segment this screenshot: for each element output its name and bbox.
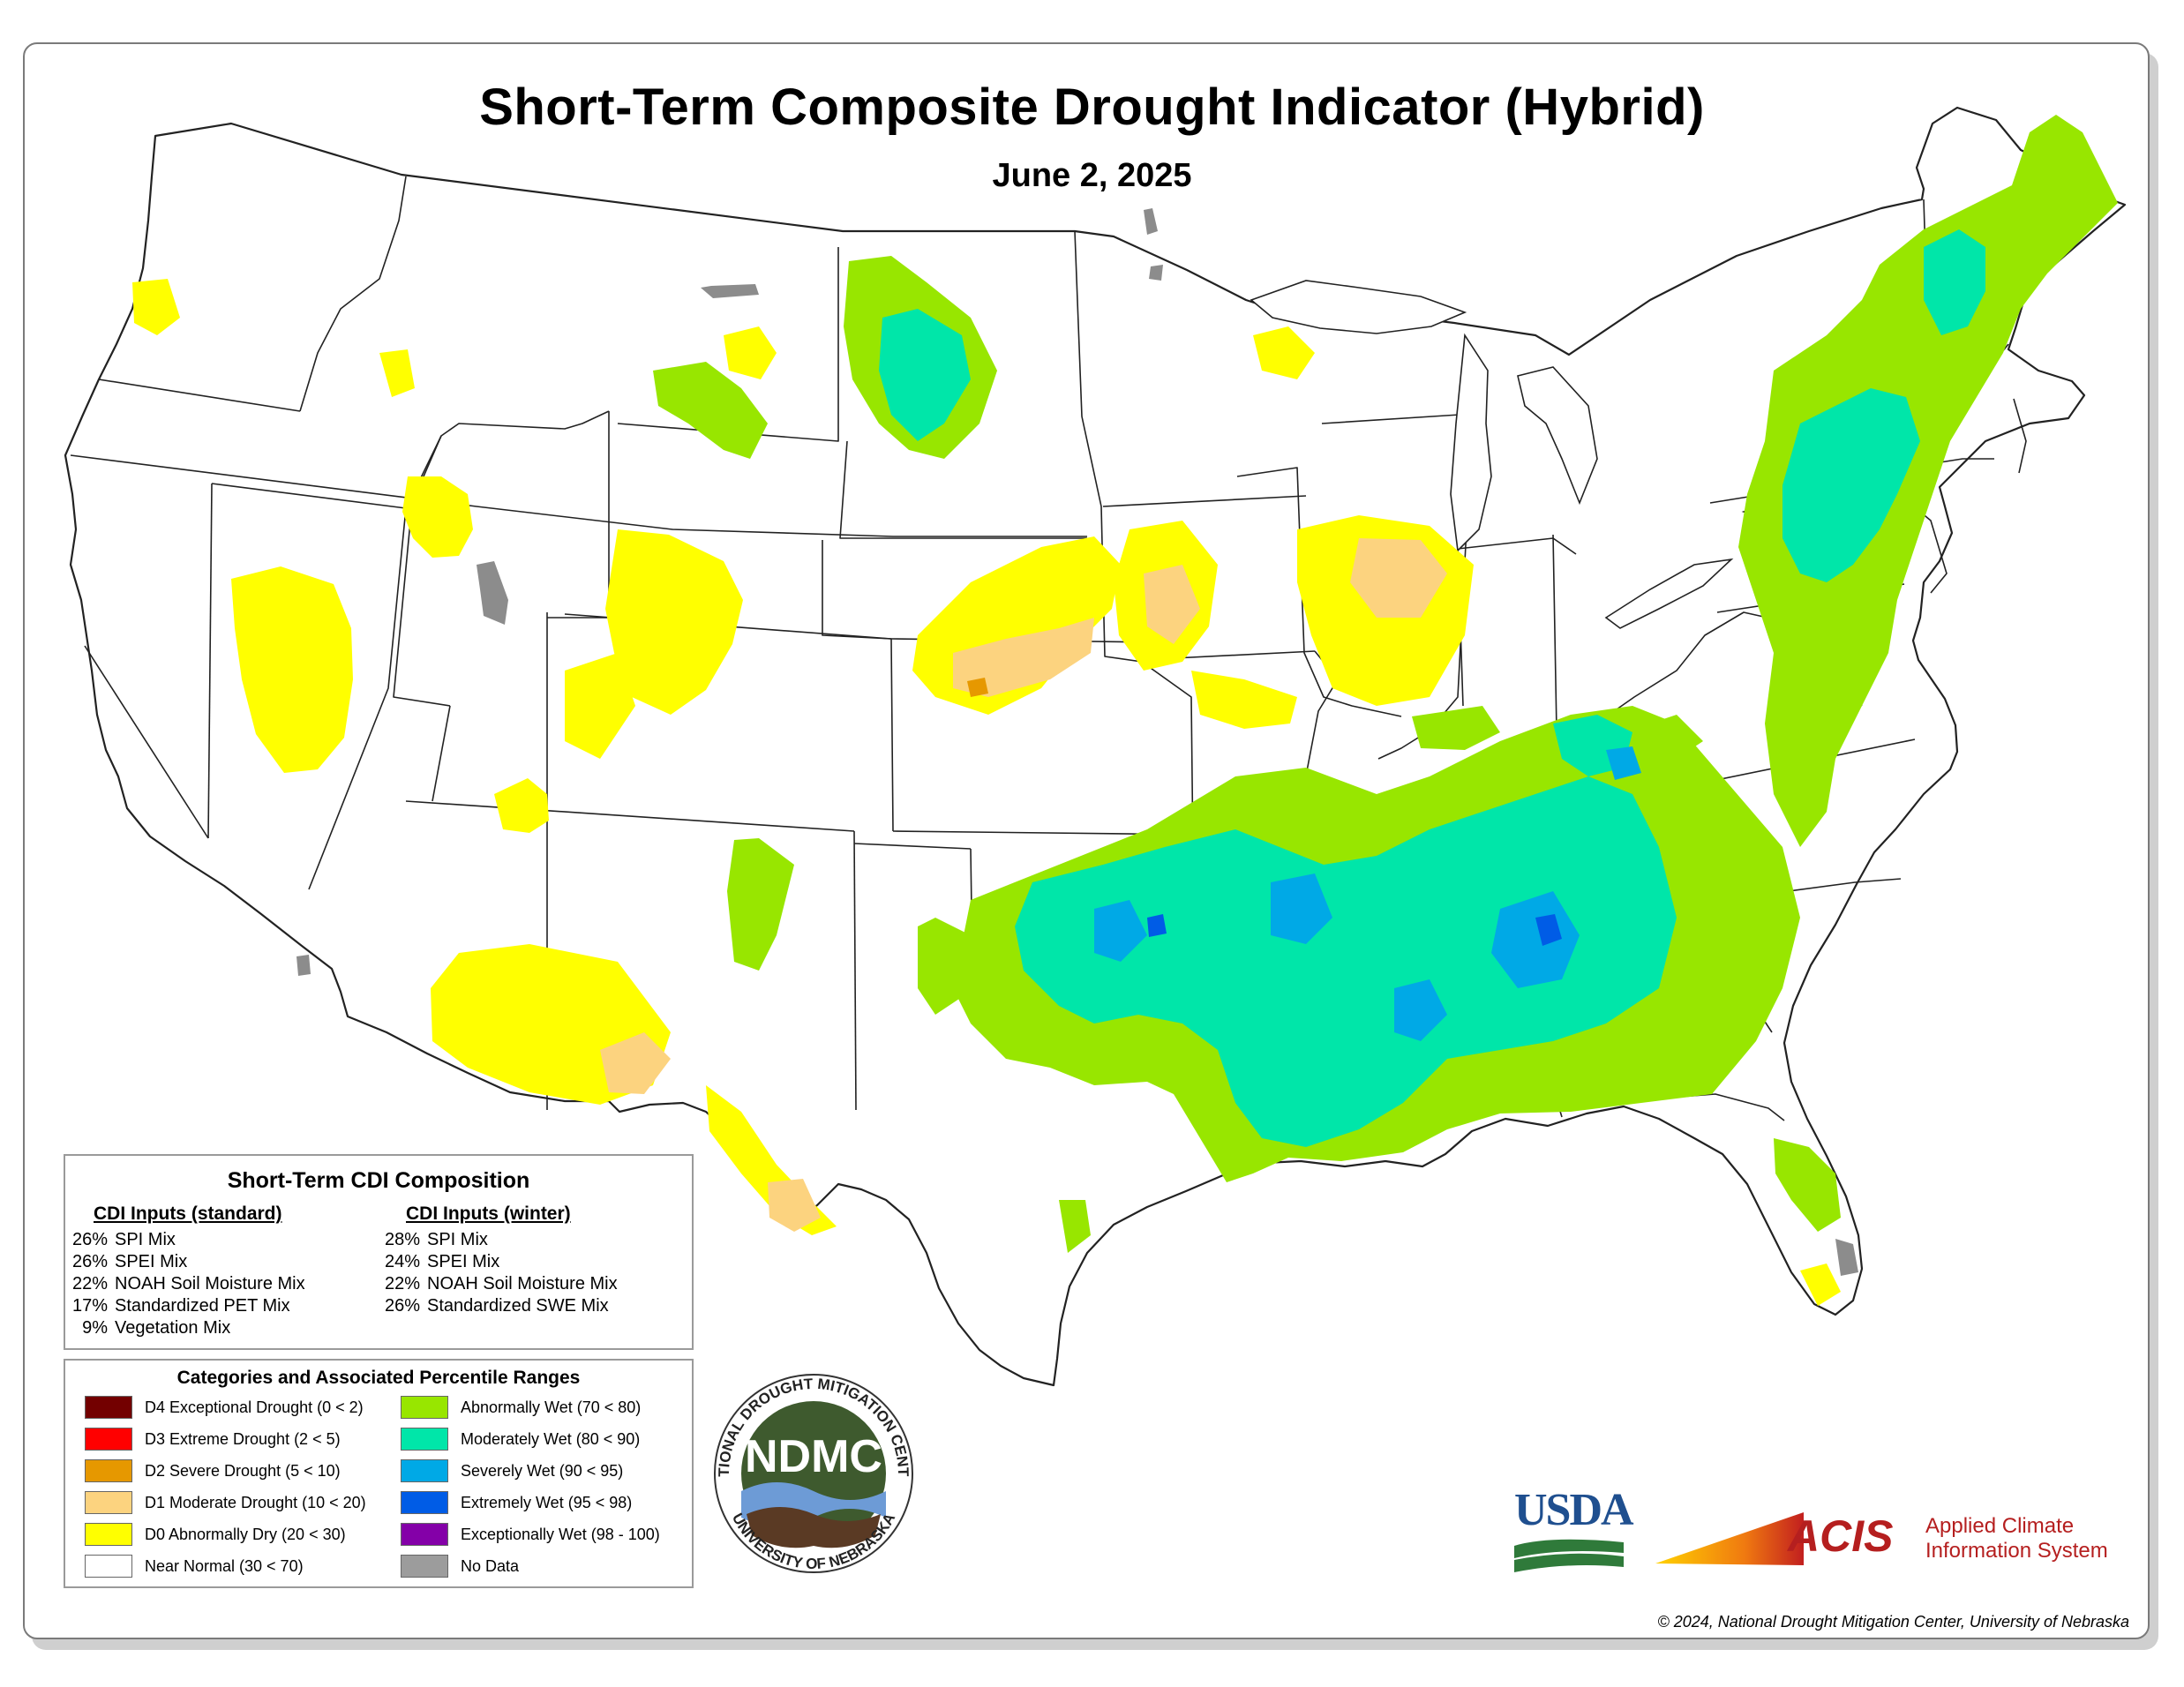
copyright-notice: © 2024, National Drought Mitigation Cent… — [1657, 1613, 2129, 1631]
legend-item-near-normal: Near Normal (30 < 70) — [85, 1555, 304, 1578]
severe-drought-regions — [967, 678, 988, 697]
abnormally-dry-regions — [132, 279, 1841, 1306]
legend-item-d3: D3 Extreme Drought (2 < 5) — [85, 1428, 341, 1451]
acis-wordmark: ACIS — [1788, 1511, 1894, 1561]
legend-swatch — [401, 1555, 448, 1578]
legend-swatch — [85, 1555, 132, 1578]
map-date: June 2, 2025 — [992, 157, 1192, 194]
standard-input-item: 17% Standardized PET Mix — [71, 1296, 290, 1316]
usda-wordmark: USDA — [1514, 1485, 1634, 1535]
legend-swatch — [401, 1523, 448, 1546]
legend-item-severely-wet: Severely Wet (90 < 95) — [401, 1459, 623, 1482]
legend-swatch — [85, 1428, 132, 1451]
map-title: Short-Term Composite Drought Indicator (… — [479, 79, 1705, 136]
ndmc-center-text: NDMC — [745, 1431, 882, 1482]
moderate-drought-regions — [600, 538, 1447, 1232]
acis-logo: ACIS Applied Climate Information System — [1655, 1509, 2114, 1579]
winter-input-item: 28% SPI Mix — [384, 1230, 488, 1249]
legend-item-d0: D0 Abnormally Dry (20 < 30) — [85, 1523, 346, 1546]
cdi-composition-title: Short-Term CDI Composition — [227, 1168, 530, 1193]
legend-swatch — [85, 1491, 132, 1514]
usda-hills-icon — [1514, 1539, 1624, 1572]
legend-item-extremely-wet: Extremely Wet (95 < 98) — [401, 1491, 632, 1514]
standard-input-item: 22% NOAH Soil Moisture Mix — [71, 1274, 305, 1293]
legend-item-no-data: No Data — [401, 1555, 519, 1578]
legend-swatch — [401, 1396, 448, 1419]
category-legend: Categories and Associated Percentile Ran… — [64, 1359, 694, 1588]
legend-item-moderately-wet: Moderately Wet (80 < 90) — [401, 1428, 640, 1451]
winter-input-item: 22% NOAH Soil Moisture Mix — [384, 1274, 618, 1293]
legend-item-d2: D2 Severe Drought (5 < 10) — [85, 1459, 341, 1482]
legend-swatch — [85, 1396, 132, 1419]
legend-swatch — [401, 1459, 448, 1482]
extremely-wet-regions — [1147, 914, 1562, 946]
category-legend-title: Categories and Associated Percentile Ran… — [176, 1368, 581, 1388]
standard-input-item: 9% Vegetation Mix — [82, 1318, 231, 1338]
acis-wedge-icon — [1655, 1512, 1804, 1565]
standard-inputs-heading: CDI Inputs (standard) — [94, 1203, 282, 1224]
cdi-composition-panel: Short-Term CDI Composition CDI Inputs (s… — [64, 1154, 694, 1350]
standard-input-item: 26% SPEI Mix — [71, 1252, 188, 1271]
winter-input-item: 26% Standardized SWE Mix — [384, 1296, 609, 1316]
no-data-regions — [296, 208, 1931, 1276]
legend-swatch — [85, 1523, 132, 1546]
winter-inputs-heading: CDI Inputs (winter) — [406, 1203, 571, 1224]
acis-subtitle: Applied Climate Information System — [1925, 1514, 2108, 1563]
legend-swatch — [85, 1459, 132, 1482]
legend-item-exceptionally-wet: Exceptionally Wet (98 - 100) — [401, 1523, 660, 1546]
standard-input-item: 26% SPI Mix — [71, 1230, 176, 1249]
legend-item-abnormally-wet: Abnormally Wet (70 < 80) — [401, 1396, 641, 1419]
winter-input-item: 24% SPEI Mix — [384, 1252, 500, 1271]
legend-swatch — [401, 1428, 448, 1451]
usda-logo: USDA — [1514, 1485, 1634, 1582]
legend-item-d1: D1 Moderate Drought (10 < 20) — [85, 1491, 366, 1514]
severely-wet-regions — [1094, 746, 1641, 1041]
legend-item-d4: D4 Exceptional Drought (0 < 2) — [85, 1396, 364, 1419]
legend-swatch — [401, 1491, 448, 1514]
